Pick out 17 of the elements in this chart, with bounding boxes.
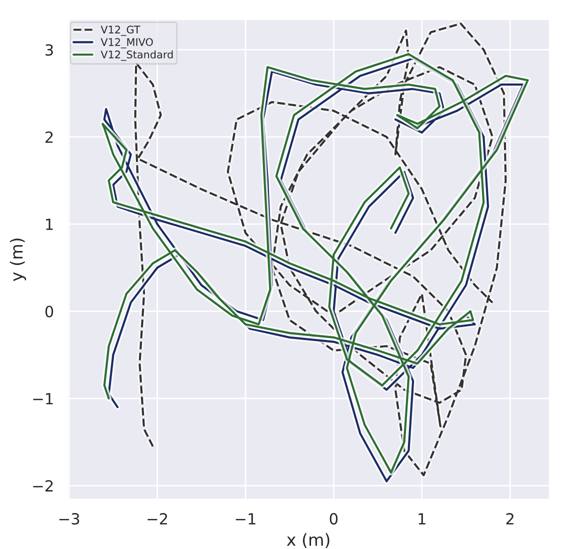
- y-tick-label: 0: [45, 306, 54, 318]
- legend-label: V12_MIVO: [100, 38, 153, 48]
- x-tick-label: −3: [59, 513, 80, 525]
- x-tick-label: −1: [236, 513, 256, 524]
- y-tick-label: −1: [33, 393, 53, 404]
- y-tick-label: 3: [46, 44, 53, 56]
- x-tick-label: −2: [148, 513, 168, 524]
- x-tick-label: 0: [330, 513, 338, 525]
- y-tick-label: −2: [33, 480, 53, 492]
- y-axis-title: y (m): [10, 238, 26, 282]
- x-tick-label: 2: [506, 513, 514, 524]
- y-tick-label: 2: [46, 131, 53, 143]
- y-tick-label: 1: [46, 218, 53, 230]
- legend-label: V12_Standard: [100, 50, 173, 61]
- x-tick-label: 1: [418, 513, 426, 524]
- x-axis-title: x (m): [286, 533, 330, 548]
- legend-label: V12_GT: [100, 26, 140, 36]
